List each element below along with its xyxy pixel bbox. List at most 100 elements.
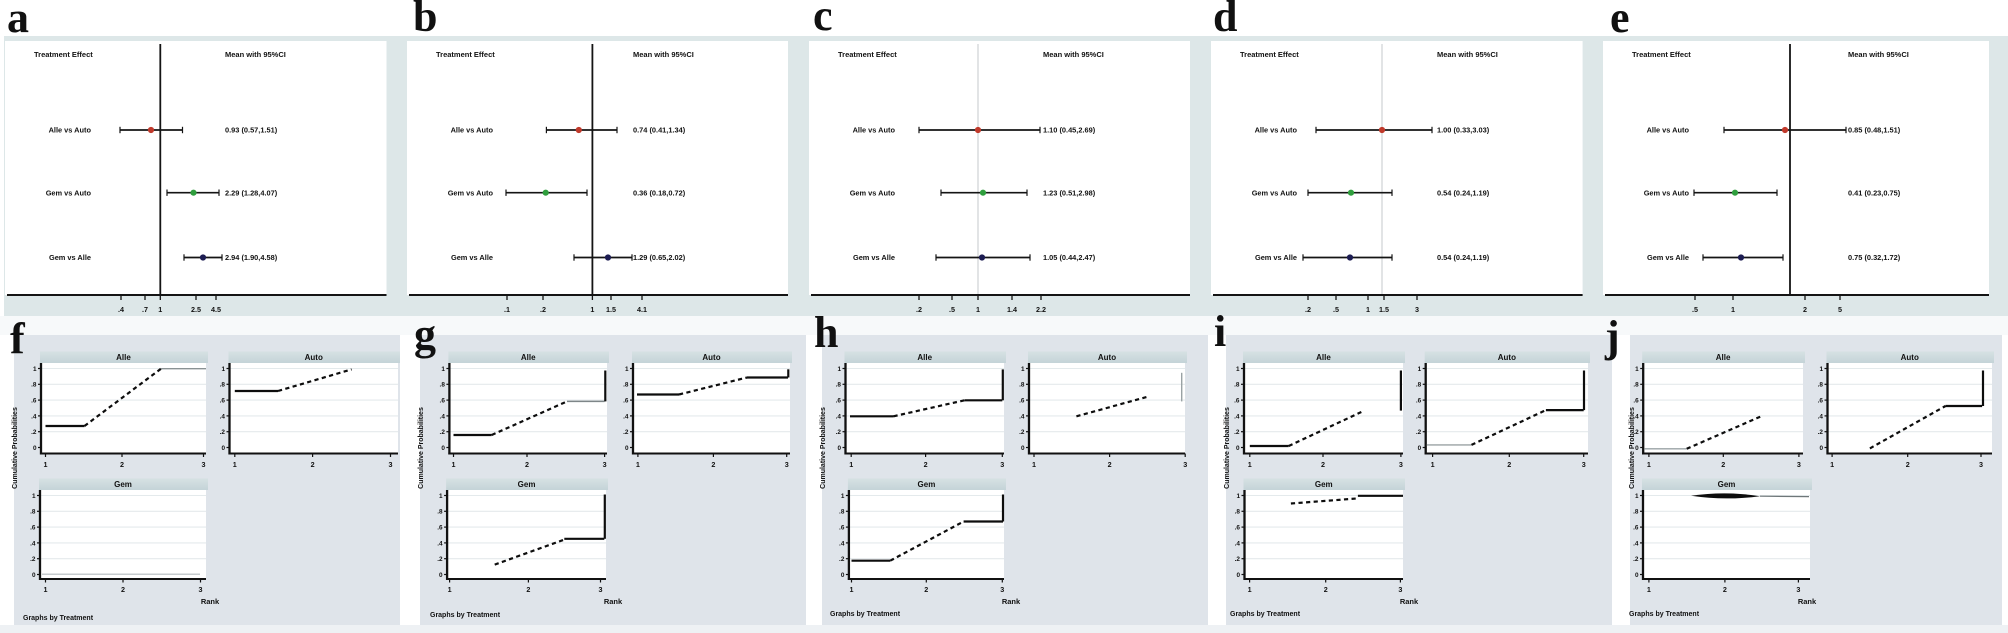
svg-text:.6: .6 <box>437 525 443 532</box>
svg-text:Rank: Rank <box>604 597 623 606</box>
svg-text:Auto: Auto <box>1098 353 1116 362</box>
svg-text:.2: .2 <box>1633 556 1639 563</box>
svg-text:3: 3 <box>1398 585 1402 594</box>
svg-text:Alle: Alle <box>521 353 536 362</box>
svg-text:0.93 (0.57,1.51): 0.93 (0.57,1.51) <box>225 126 278 135</box>
svg-text:.4: .4 <box>30 540 36 547</box>
svg-text:1: 1 <box>1647 585 1651 594</box>
svg-text:.6: .6 <box>1818 398 1824 405</box>
svg-text:1: 1 <box>1248 460 1252 469</box>
svg-text:4.1: 4.1 <box>637 305 647 314</box>
svg-text:Graphs by Treatment: Graphs by Treatment <box>830 611 901 618</box>
svg-text:1: 1 <box>221 366 225 373</box>
svg-text:.8: .8 <box>31 382 37 389</box>
svg-text:.7: .7 <box>142 305 148 314</box>
svg-text:.4: .4 <box>1633 540 1639 547</box>
svg-text:1: 1 <box>837 366 841 373</box>
svg-text:3: 3 <box>1399 460 1403 469</box>
svg-text:Treatment Effect: Treatment Effect <box>436 50 495 59</box>
svg-text:.6: .6 <box>1633 398 1639 405</box>
svg-text:5: 5 <box>1838 305 1842 314</box>
svg-text:f: f <box>10 314 26 363</box>
svg-text:Rank: Rank <box>1002 597 1021 606</box>
svg-text:.8: .8 <box>437 509 443 516</box>
svg-text:.6: .6 <box>1633 525 1639 532</box>
svg-text:Gem vs Alle: Gem vs Alle <box>853 253 895 262</box>
svg-text:1: 1 <box>849 460 853 469</box>
svg-text:Alle: Alle <box>1716 353 1731 362</box>
svg-text:.5: .5 <box>949 305 955 314</box>
svg-text:.4: .4 <box>623 413 629 420</box>
svg-text:Treatment Effect: Treatment Effect <box>1632 50 1691 59</box>
svg-text:0.54 (0.24,1.19): 0.54 (0.24,1.19) <box>1437 188 1490 197</box>
svg-text:2: 2 <box>1507 460 1511 469</box>
svg-text:Cumulative Probabilities: Cumulative Probabilities <box>1629 407 1636 489</box>
svg-text:Gem: Gem <box>918 480 936 489</box>
svg-text:1: 1 <box>1248 585 1252 594</box>
svg-text:Auto: Auto <box>1901 353 1919 362</box>
svg-text:Gem vs Alle: Gem vs Alle <box>1647 253 1689 262</box>
svg-text:.2: .2 <box>220 429 226 436</box>
svg-text:.8: .8 <box>1019 382 1025 389</box>
svg-text:.8: .8 <box>623 382 629 389</box>
svg-text:2: 2 <box>1723 585 1727 594</box>
svg-text:3: 3 <box>1796 585 1800 594</box>
svg-text:1: 1 <box>590 305 594 314</box>
svg-text:3: 3 <box>785 460 789 469</box>
svg-text:Auto: Auto <box>702 353 720 362</box>
svg-text:0: 0 <box>841 572 845 579</box>
svg-text:Mean with 95%CI: Mean with 95%CI <box>633 50 694 59</box>
svg-text:.2: .2 <box>1416 429 1422 436</box>
svg-text:.6: .6 <box>30 525 36 532</box>
svg-text:2: 2 <box>924 460 928 469</box>
svg-text:.2: .2 <box>437 556 443 563</box>
svg-text:1: 1 <box>233 460 237 469</box>
svg-text:b: b <box>413 0 437 41</box>
svg-text:1.23 (0.51,2.98): 1.23 (0.51,2.98) <box>1043 188 1096 197</box>
svg-text:.8: .8 <box>440 382 446 389</box>
svg-text:Graphs by Treatment: Graphs by Treatment <box>1230 611 1301 618</box>
svg-text:1: 1 <box>1236 493 1240 500</box>
svg-text:1: 1 <box>976 305 980 314</box>
svg-text:Gem vs Auto: Gem vs Auto <box>448 188 494 197</box>
svg-text:0.75 (0.32,1.72): 0.75 (0.32,1.72) <box>1848 253 1901 262</box>
svg-text:Gem vs Alle: Gem vs Alle <box>451 253 493 262</box>
svg-text:1: 1 <box>158 305 162 314</box>
svg-text:e: e <box>1610 0 1630 42</box>
svg-text:3: 3 <box>603 460 607 469</box>
svg-text:2.2: 2.2 <box>1036 305 1046 314</box>
svg-text:.8: .8 <box>1633 509 1639 516</box>
svg-text:0: 0 <box>1236 445 1240 452</box>
svg-text:j: j <box>1604 312 1620 361</box>
svg-text:4.5: 4.5 <box>211 305 221 314</box>
svg-text:1: 1 <box>44 460 48 469</box>
svg-text:.4: .4 <box>31 413 37 420</box>
svg-text:2: 2 <box>1324 585 1328 594</box>
svg-text:2: 2 <box>711 460 715 469</box>
svg-text:.6: .6 <box>623 398 629 405</box>
svg-text:Gem vs Auto: Gem vs Auto <box>1252 188 1298 197</box>
svg-text:.2: .2 <box>31 429 37 436</box>
svg-text:.4: .4 <box>839 540 845 547</box>
svg-text:Cumulative Probabilities: Cumulative Probabilities <box>12 407 19 489</box>
svg-text:d: d <box>1213 0 1237 41</box>
svg-text:2: 2 <box>1721 460 1725 469</box>
svg-text:Auto: Auto <box>1498 353 1516 362</box>
svg-text:1: 1 <box>1731 305 1735 314</box>
svg-text:Mean with 95%CI: Mean with 95%CI <box>1043 50 1104 59</box>
svg-text:.2: .2 <box>836 429 842 436</box>
svg-text:1: 1 <box>44 585 48 594</box>
svg-text:.8: .8 <box>30 509 36 516</box>
svg-text:Alle: Alle <box>1316 353 1331 362</box>
svg-text:.6: .6 <box>1234 398 1240 405</box>
svg-text:2: 2 <box>1108 460 1112 469</box>
svg-text:1: 1 <box>1431 460 1435 469</box>
svg-text:Auto: Auto <box>305 353 323 362</box>
svg-text:Graphs by Treatment: Graphs by Treatment <box>23 615 94 622</box>
svg-text:Treatment Effect: Treatment Effect <box>34 50 93 59</box>
svg-text:0: 0 <box>1236 572 1240 579</box>
svg-text:.4: .4 <box>440 413 446 420</box>
svg-text:1.5: 1.5 <box>606 305 616 314</box>
svg-text:.5: .5 <box>1333 305 1339 314</box>
svg-text:.4: .4 <box>1019 413 1025 420</box>
